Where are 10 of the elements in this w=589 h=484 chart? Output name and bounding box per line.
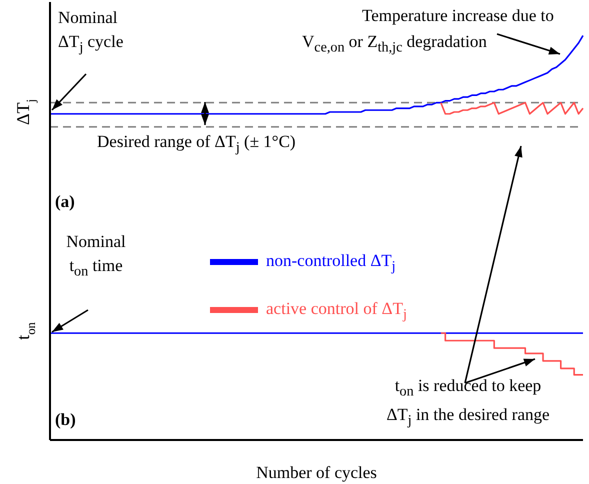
text: (b) [55, 410, 76, 430]
text: (a) [55, 192, 75, 212]
annotation: Desired range of ΔT$_{j}$ (± 1°C) [97, 131, 296, 158]
x-axis-title: Number of cycles [256, 463, 377, 482]
annotation: Nominal ΔT$_{j}$ cycle [58, 7, 124, 58]
text: Temperature increase due to V$_{ce,on}$ or Z$_{th,jc}$ degradation [302, 6, 554, 56]
legend-label: non-controlled ΔT$_{j}$ [266, 250, 396, 274]
annotation: t$_{on}$ is reduced to keep ΔT$_{j}$ in the desired range [386, 375, 550, 431]
legend-label: active control of ΔT$_{j}$ [266, 298, 407, 322]
text: Nominal t$_{on}$ time [66, 231, 126, 282]
